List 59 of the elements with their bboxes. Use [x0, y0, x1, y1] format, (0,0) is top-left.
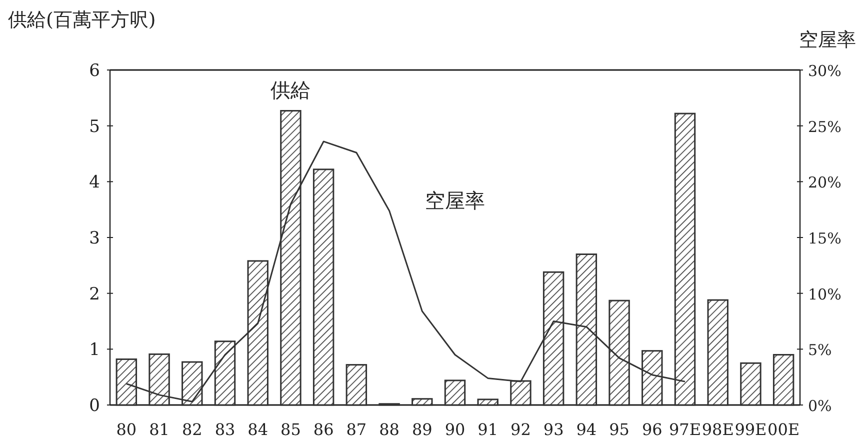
bar	[116, 358, 138, 406]
x-tick-label: 88	[379, 420, 400, 439]
x-tick-label: 80	[116, 420, 137, 439]
y2-tick-label: 30%	[808, 62, 842, 80]
y-tick-label: 0	[89, 396, 100, 416]
x-tick-label: 86	[313, 420, 334, 439]
x-tick-label: 97E	[668, 420, 702, 439]
y2-tick-label: 25%	[808, 118, 842, 136]
bar	[312, 168, 334, 406]
x-tick-label: 91	[478, 420, 498, 439]
bar	[674, 112, 696, 406]
series-label: 供給	[270, 78, 311, 102]
x-tick-label: 92	[510, 420, 531, 439]
y2-tick-label: 5%	[808, 341, 832, 360]
x-tick-label: 95	[609, 420, 630, 439]
x-tick-label: 90	[444, 420, 466, 439]
y-tick-label: 5	[89, 116, 100, 137]
bar	[182, 361, 203, 406]
bar	[214, 340, 236, 406]
x-tick-label: 89	[412, 420, 432, 439]
bar	[576, 254, 598, 406]
y-tick-label: 6	[89, 61, 100, 81]
x-tick-label: 99E	[734, 420, 767, 439]
y-axis-title: 供給(百萬平方呎)	[8, 9, 156, 31]
bar	[740, 362, 762, 406]
x-tick-label: 85	[280, 420, 301, 439]
bar	[642, 350, 663, 406]
bar	[510, 380, 532, 406]
bar	[346, 364, 368, 406]
bar	[444, 380, 466, 406]
x-tick-label: 82	[182, 420, 202, 439]
y2-tick-label: 20%	[808, 174, 842, 192]
y2-tick-label: 15%	[808, 230, 842, 248]
x-tick-label: 96	[642, 420, 662, 439]
y-tick-label: 4	[89, 172, 100, 193]
bar	[707, 299, 728, 406]
x-tick-label: 94	[576, 420, 597, 439]
x-tick-label: 00E	[768, 420, 800, 439]
series-label: 空屋率	[425, 188, 485, 212]
x-tick-label: 84	[248, 420, 268, 439]
bar	[280, 110, 302, 406]
bar	[247, 260, 268, 406]
bar	[608, 300, 630, 406]
bar	[772, 354, 794, 406]
x-tick-label: 87	[346, 420, 367, 439]
x-tick-label: 83	[214, 420, 236, 439]
bar	[542, 271, 564, 406]
y2-tick-label: 0%	[808, 397, 832, 415]
bar	[412, 398, 433, 406]
y2-axis-title: 空屋率	[799, 29, 856, 51]
x-tick-label: 98E	[702, 420, 734, 439]
y2-tick-label: 10%	[808, 285, 842, 304]
bar	[477, 398, 498, 406]
y-tick-label: 1	[89, 340, 100, 360]
x-tick-label: 81	[149, 420, 170, 439]
x-tick-label: 93	[543, 420, 564, 439]
bar	[148, 353, 170, 406]
y-tick-label: 2	[89, 284, 100, 304]
y-tick-label: 3	[89, 228, 100, 248]
